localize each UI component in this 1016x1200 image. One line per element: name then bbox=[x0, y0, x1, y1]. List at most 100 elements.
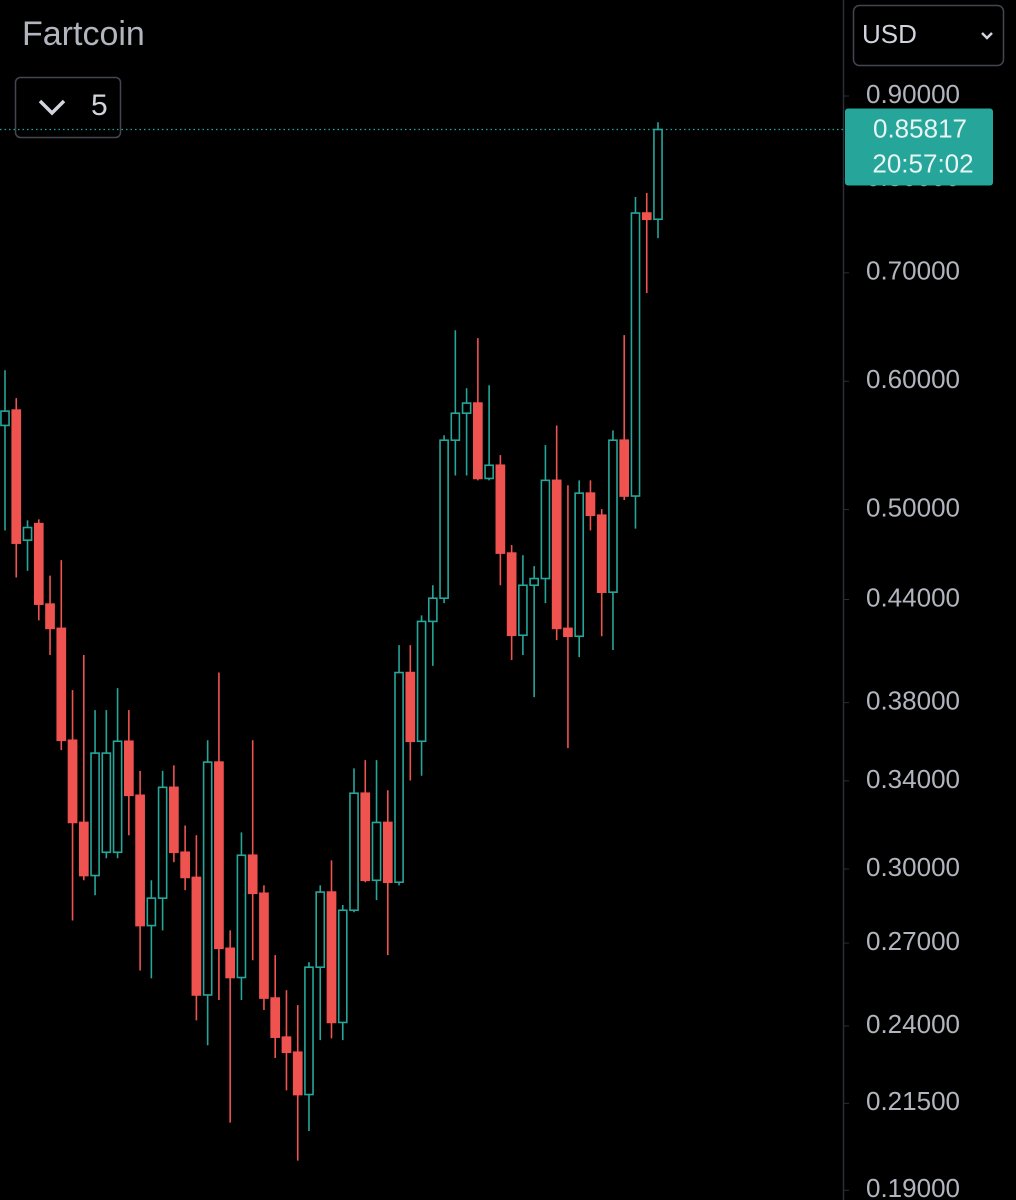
candle bbox=[484, 385, 494, 481]
candle bbox=[506, 545, 517, 661]
currency-selector[interactable]: USD bbox=[852, 4, 1005, 67]
candle-body bbox=[0, 410, 10, 427]
candle-body bbox=[360, 792, 371, 882]
candle-body bbox=[214, 761, 224, 950]
candle bbox=[22, 520, 33, 571]
candle bbox=[270, 955, 281, 1059]
candle-body bbox=[33, 522, 44, 605]
candle bbox=[518, 555, 528, 656]
y-tick-label: 0.38000 bbox=[866, 686, 960, 716]
candle-body bbox=[382, 821, 393, 884]
candle-body bbox=[281, 1036, 292, 1054]
candle bbox=[90, 710, 100, 896]
candle bbox=[574, 480, 585, 658]
candle bbox=[439, 435, 449, 604]
candle bbox=[315, 885, 326, 1041]
currency-box[interactable] bbox=[852, 4, 1005, 67]
last-price-label: 0.85817 bbox=[873, 113, 967, 143]
y-tick-label: 0.19000 bbox=[866, 1173, 960, 1200]
candle-body bbox=[247, 854, 258, 895]
candle-body bbox=[101, 752, 112, 854]
candle-body bbox=[450, 412, 461, 442]
candle-body bbox=[78, 821, 89, 877]
chevron-icon bbox=[981, 32, 993, 40]
candle bbox=[416, 615, 427, 776]
candle bbox=[259, 885, 269, 1011]
candle-body bbox=[22, 526, 33, 541]
candle-body bbox=[518, 584, 528, 637]
candle-body bbox=[225, 947, 236, 979]
candle-body bbox=[123, 740, 134, 797]
candle bbox=[78, 655, 89, 881]
candle-body bbox=[304, 966, 314, 1096]
candle-body bbox=[45, 603, 55, 630]
candle-body bbox=[202, 761, 213, 996]
candle bbox=[0, 370, 10, 531]
candle bbox=[551, 425, 562, 641]
countdown-label: 20:57:02 bbox=[872, 148, 973, 178]
candle-body bbox=[653, 128, 663, 221]
y-tick-label: 0.21500 bbox=[866, 1086, 960, 1116]
candle-body bbox=[461, 402, 472, 414]
candle bbox=[157, 770, 168, 931]
candle bbox=[585, 480, 596, 531]
candle-body bbox=[337, 909, 348, 1024]
candle-body bbox=[270, 997, 281, 1038]
y-tick-label: 0.24000 bbox=[866, 1009, 960, 1039]
candle bbox=[371, 760, 382, 901]
candle-body bbox=[315, 891, 326, 968]
chart-title: Fartcoin bbox=[22, 15, 145, 53]
candle-body bbox=[473, 402, 483, 480]
candle bbox=[304, 962, 314, 1132]
candle bbox=[146, 880, 157, 979]
candle-body bbox=[574, 492, 585, 638]
chevron-icon bbox=[38, 99, 66, 116]
candle-body bbox=[439, 439, 449, 600]
y-tick-label: 0.90000 bbox=[866, 79, 960, 109]
candle bbox=[619, 335, 630, 501]
candle-body bbox=[56, 627, 67, 742]
candle bbox=[461, 388, 472, 476]
candle-body bbox=[191, 876, 202, 996]
candle bbox=[247, 740, 258, 961]
plot-area bbox=[0, 122, 663, 1161]
candle bbox=[56, 560, 67, 751]
candle-body bbox=[641, 212, 652, 221]
candle-body bbox=[416, 620, 427, 743]
candle bbox=[135, 770, 145, 971]
candle bbox=[394, 645, 404, 886]
currency-label: USD bbox=[862, 19, 917, 49]
candle-body bbox=[236, 854, 247, 979]
interval-box[interactable] bbox=[14, 76, 122, 139]
candle-body bbox=[146, 897, 157, 927]
candle-body bbox=[67, 739, 78, 824]
candle-body bbox=[405, 671, 416, 743]
candle bbox=[45, 575, 55, 656]
candle bbox=[563, 485, 573, 749]
candle-body bbox=[495, 464, 506, 554]
candle bbox=[191, 835, 202, 1021]
candle-body bbox=[112, 740, 123, 854]
y-tick-label: 0.44000 bbox=[866, 582, 960, 612]
candle-body bbox=[292, 1051, 303, 1096]
candle-body bbox=[180, 851, 190, 879]
candle bbox=[473, 338, 483, 481]
candle-body bbox=[563, 627, 573, 638]
candle bbox=[67, 690, 78, 921]
candle-body bbox=[619, 439, 630, 497]
candle bbox=[382, 790, 393, 956]
candle-body bbox=[585, 492, 596, 517]
candle bbox=[281, 990, 292, 1091]
price-overlay: 0.85817 20:57:02 bbox=[0, 108, 993, 186]
candle bbox=[11, 398, 22, 578]
candle bbox=[326, 860, 337, 1039]
y-tick-label: 0.27000 bbox=[866, 926, 960, 956]
candle bbox=[123, 710, 134, 836]
candle bbox=[33, 519, 44, 621]
candle bbox=[360, 760, 371, 883]
y-tick-label: 0.70000 bbox=[866, 256, 960, 286]
candle-body bbox=[529, 577, 540, 587]
candle bbox=[596, 509, 607, 637]
interval-selector[interactable]: 5 bbox=[14, 76, 122, 139]
